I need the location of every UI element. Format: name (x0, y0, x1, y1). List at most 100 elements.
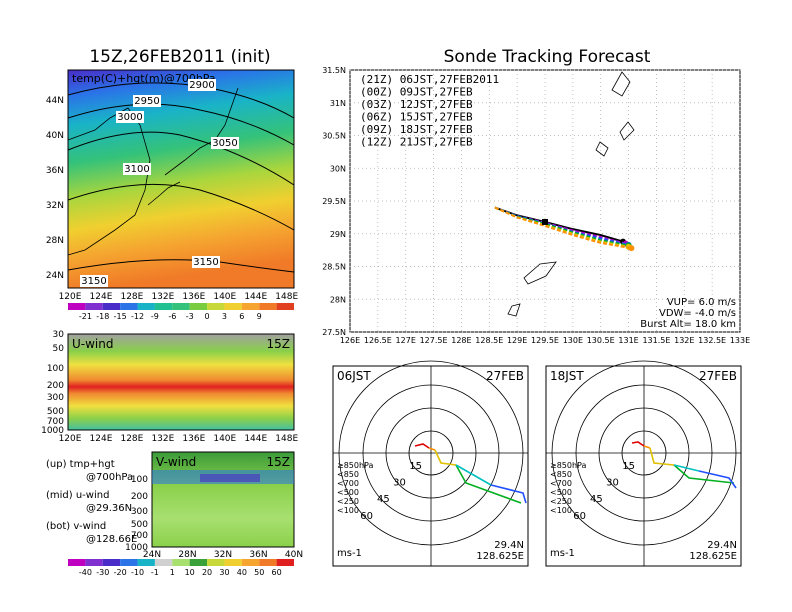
wind-colorbar-label: 1 (170, 568, 175, 577)
wind-colorbar-swatch (102, 559, 121, 566)
wind-colorbar-label: -1 (151, 568, 159, 577)
track-lon-tick: 130E (563, 336, 583, 345)
temp-colorbar-swatch (102, 303, 121, 310)
map-lon-tick: 128E (120, 292, 143, 302)
track-lat-tick: 29.5N (322, 197, 346, 206)
ring-label: 60 (360, 511, 373, 522)
note-line: @29.36N (86, 503, 132, 514)
uwind-p-tick: 300 (47, 393, 64, 403)
wind-colorbar-label: 10 (185, 568, 195, 577)
left-title: 15Z,26FEB2011 (init) (89, 47, 270, 67)
uwind-p-tick: 200 (47, 381, 64, 391)
uwind-lon-tick: 124E (90, 434, 113, 444)
temp-colorbar-label: 3 (222, 312, 227, 321)
contour-label: 3000 (117, 112, 142, 123)
param-line: VDW= -4.0 m/s (659, 308, 736, 319)
uwind-lon-tick: 140E (213, 434, 236, 444)
uwind-lon-tick: 132E (151, 434, 174, 444)
track-lon-tick: 133E (730, 336, 750, 345)
map-lon-tick: 120E (59, 292, 82, 302)
hodograph-time: 18JST (550, 369, 584, 383)
temp-colorbar-label: -18 (96, 312, 109, 321)
track-lon-tick: 126.5E (364, 336, 392, 345)
hodograph-frame (545, 365, 742, 567)
track-lon-tick: 128.5E (475, 336, 503, 345)
temp-colorbar-swatch (120, 303, 138, 310)
uwind-p-tick: 1000 (41, 426, 64, 436)
vwind-lat-tick: 40N (285, 550, 303, 560)
temp-colorbar-swatch (259, 303, 277, 310)
uwind-p-tick: 100 (47, 364, 64, 374)
vwind-p-tick: 700 (131, 531, 148, 541)
hodograph-trace (698, 470, 737, 489)
vwind-label: V-wind (156, 455, 196, 469)
hodograph-ring (575, 384, 713, 522)
wind-colorbar-label: -10 (131, 568, 144, 577)
wind-colorbar-swatch (189, 559, 208, 566)
wind-colorbar: -40 -30 -20 -10 -1 1 10 20 30 40 50 60 (68, 559, 294, 577)
uwind-lon-tick: 148E (275, 434, 298, 444)
wind-colorbar-swatch (276, 559, 294, 566)
temp-colorbar-swatch (207, 303, 225, 310)
ring-label: 45 (377, 494, 390, 505)
map-lat-tick: 32N (46, 201, 64, 211)
hodograph-legend-entry: <700 (550, 479, 572, 488)
temp-height-map: temp(C)+hgt(m)@700hPa 2900 2950 3000 3050 31… (46, 69, 298, 302)
contour-label: 3100 (124, 164, 149, 175)
vwind-time: 15Z (267, 455, 291, 469)
island-small (507, 303, 521, 317)
ring-label: 15 (409, 461, 422, 472)
temp-colorbar-label: 6 (239, 312, 244, 321)
contour-label: 3050 (212, 138, 237, 149)
map-lat-tick: 28N (46, 236, 64, 246)
hodograph-legend-entry: <850 (337, 470, 359, 479)
uwind-lon-tick: 120E (59, 434, 82, 444)
note-line: (bot) v-wind (46, 521, 106, 532)
wind-colorbar-label: -20 (114, 568, 127, 577)
temp-colorbar-swatch (241, 303, 260, 310)
ring-label: 60 (573, 511, 586, 522)
hodograph-date: 27FEB (486, 369, 524, 383)
main-title: Sonde Tracking Forecast (444, 47, 651, 67)
wind-colorbar-label: 30 (219, 568, 229, 577)
temp-colorbar-swatch (154, 303, 173, 310)
hodograph-lon: 128.625E (689, 551, 737, 562)
contour-label: 2900 (189, 80, 214, 91)
wind-colorbar-label: 20 (202, 568, 212, 577)
hodograph-trace (414, 443, 430, 449)
hodograph-unit: ms-1 (550, 548, 575, 559)
track-lat-tick: 30.5N (322, 132, 346, 141)
temp-colorbar-swatch (276, 303, 294, 310)
temp-colorbar-label: -15 (114, 312, 127, 321)
uwind-label: U-wind (72, 337, 113, 351)
hodograph-ring (621, 430, 667, 476)
vwind-lat-tick: 28N (178, 550, 196, 560)
island-tanegashima (595, 141, 609, 157)
track-lat-tick: 31.5N (322, 66, 346, 75)
temp-colorbar-label: -12 (131, 312, 144, 321)
hodograph-lat: 29.4N (707, 540, 737, 551)
wind-colorbar-swatch (85, 559, 103, 566)
vwind-p-tick: 200 (131, 492, 148, 502)
island-amami (523, 261, 557, 285)
track-lon-tick: 132.5E (698, 336, 726, 345)
track-lon-tick: 129E (507, 336, 527, 345)
legend-entry: (03Z) 12JST,27FEB (360, 98, 473, 111)
uwind-time: 15Z (267, 337, 291, 351)
hodograph-trace (455, 464, 522, 504)
map-lon-tick: 144E (244, 292, 267, 302)
track-lon-tick: 126E (340, 336, 360, 345)
track-lat-tick: 29N (330, 230, 346, 239)
hodograph-date: 27FEB (699, 369, 737, 383)
hodograph-ring (551, 360, 737, 546)
track-lon-tick: 129.5E (531, 336, 559, 345)
temp-colorbar-label: -6 (168, 312, 176, 321)
param-line: VUP= 6.0 m/s (667, 297, 736, 308)
hodograph-legend-entry: <250 (550, 497, 572, 506)
temp-colorbar-label: -9 (151, 312, 159, 321)
uwind-lon-tick: 128E (120, 434, 143, 444)
island-yakushima (619, 121, 635, 141)
temp-colorbar-swatch (172, 303, 190, 310)
